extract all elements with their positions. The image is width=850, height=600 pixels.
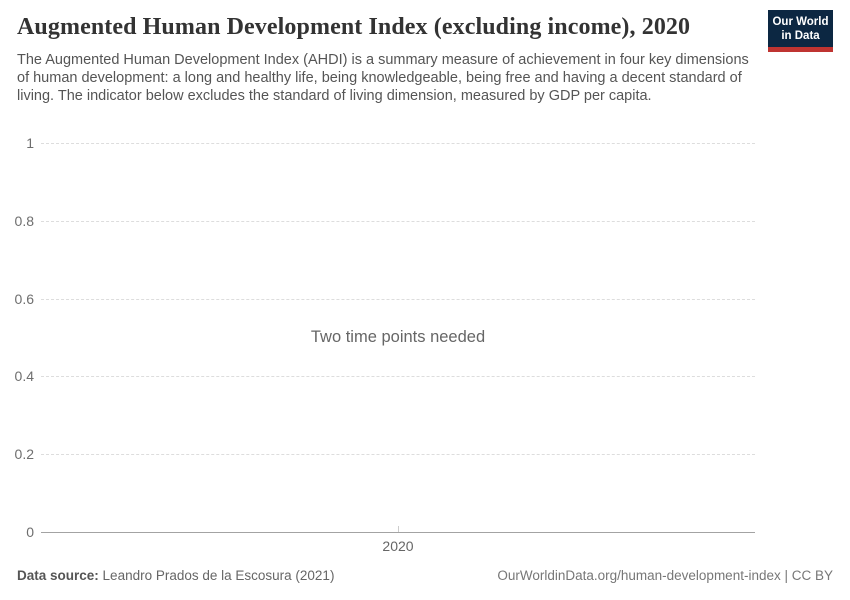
data-source-line: Data source: Leandro Prados de la Escosu… [17,568,334,583]
y-gridline [41,531,755,533]
chart-header: Augmented Human Development Index (exclu… [17,14,762,105]
y-gridline-row: 0.8 [0,211,755,231]
y-gridline [41,298,755,300]
y-gridline-row: 0 [0,522,755,542]
data-source-label: Data source: [17,568,99,583]
y-gridline [41,453,755,455]
y-axis-tick-label: 0.8 [14,213,34,229]
y-gridline [41,220,755,222]
y-axis-tick-label: 0.4 [14,368,34,384]
owid-logo-red-bar [768,47,833,52]
x-axis-tick-mark [398,526,399,532]
x-axis-tick-label: 2020 [382,538,414,554]
chart-empty-message: Two time points needed [310,328,486,346]
data-source-value[interactable]: Leandro Prados de la Escosura (2021) [102,568,335,583]
y-gridline-row: 1 [0,133,755,153]
owid-logo-line2: in Data [781,30,820,42]
owid-logo-box: Our World in Data [768,10,833,47]
owid-logo[interactable]: Our World in Data [768,10,833,52]
chart-footer: Data source: Leandro Prados de la Escosu… [17,568,833,583]
y-gridline-row: 0.2 [0,444,755,464]
chart-title: Augmented Human Development Index (exclu… [17,14,691,40]
y-axis-tick-label: 0.2 [14,446,34,462]
y-gridline [41,142,755,144]
owid-logo-line1: Our World [772,16,829,28]
y-gridline-row: 0.6 [0,289,755,309]
y-axis-tick-label: 0 [26,524,34,540]
chart-subtitle: The Augmented Human Development Index (A… [17,51,749,104]
y-gridline-row: 0.4 [0,366,755,386]
attribution-link[interactable]: OurWorldinData.org/human-development-ind… [497,568,833,583]
y-axis-tick-label: 1 [26,135,34,151]
y-gridline [41,375,755,377]
y-axis-tick-label: 0.6 [14,291,34,307]
